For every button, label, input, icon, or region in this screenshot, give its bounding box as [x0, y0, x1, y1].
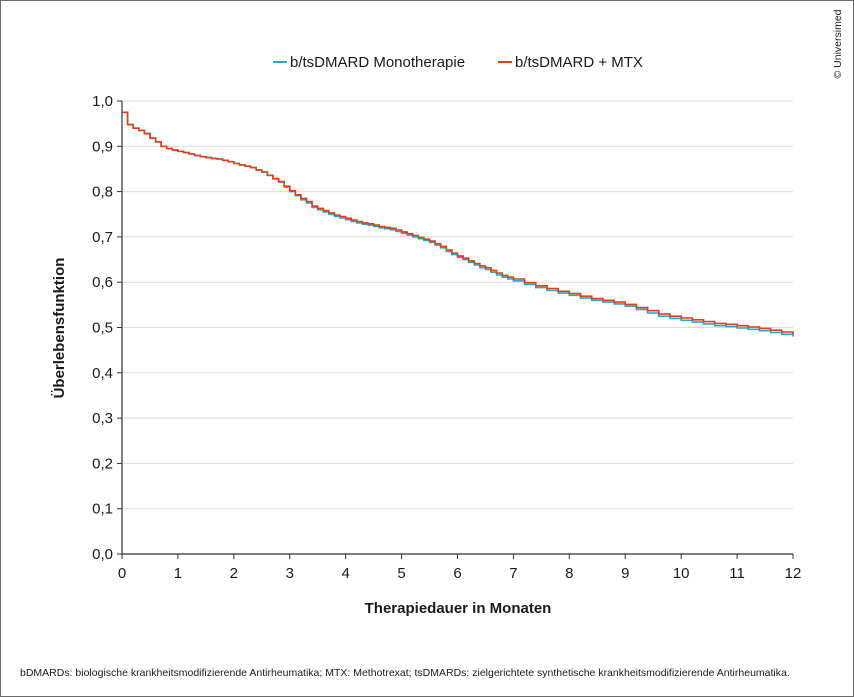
series-lines	[122, 111, 794, 337]
x-tick-label: 0	[118, 565, 126, 582]
copyright-label: © Universimed	[832, 9, 844, 78]
x-tick-label: 1	[174, 565, 182, 582]
y-tick-label: 0,3	[92, 410, 113, 427]
x-tick-label: 7	[509, 565, 517, 582]
x-tick-label: 5	[397, 565, 405, 582]
x-tick-label: 2	[230, 565, 238, 582]
x-axis-title: Therapiedauer in Monaten	[365, 600, 552, 617]
y-tick-label: 0,6	[92, 274, 113, 291]
series-line-mtx	[122, 111, 794, 335]
y-axis-title: Überlebensfunktion	[51, 258, 68, 399]
x-tick-label: 10	[673, 565, 690, 582]
x-tick-label: 6	[453, 565, 461, 582]
y-tick-label: 1,0	[92, 93, 113, 110]
gridlines	[122, 100, 793, 510]
y-tick-label: 0,0	[92, 546, 113, 563]
y-tick-label: 0,1	[92, 501, 113, 518]
axes: 0,00,10,20,30,40,50,60,70,80,91,00 1 2 3 4 5 6…	[92, 93, 801, 582]
x-tick-label: 8	[565, 565, 573, 582]
x-tick-label: 12	[785, 565, 802, 582]
legend-label: b/tsDMARD + MTX	[515, 54, 643, 71]
y-tick-label: 0,8	[92, 184, 113, 201]
y-tick-label: 0,9	[92, 138, 113, 155]
x-tick-label: 11	[729, 565, 745, 582]
x-tick-label: 3	[286, 565, 294, 582]
y-tick-label: 0,2	[92, 455, 113, 472]
legend-label: b/tsDMARD Monotherapie	[290, 54, 465, 71]
y-tick-label: 0,5	[92, 320, 113, 337]
x-tick-label: 9	[621, 565, 629, 582]
y-tick-label: 0,7	[92, 229, 113, 246]
x-tick-label: 4	[341, 565, 349, 582]
footnote: bDMARDs: biologische krankheitsmodifizie…	[20, 667, 790, 679]
y-tick-label: 0,4	[92, 365, 113, 382]
legend: b/tsDMARD Monotherapie b/tsDMARD + MTX	[273, 54, 643, 71]
